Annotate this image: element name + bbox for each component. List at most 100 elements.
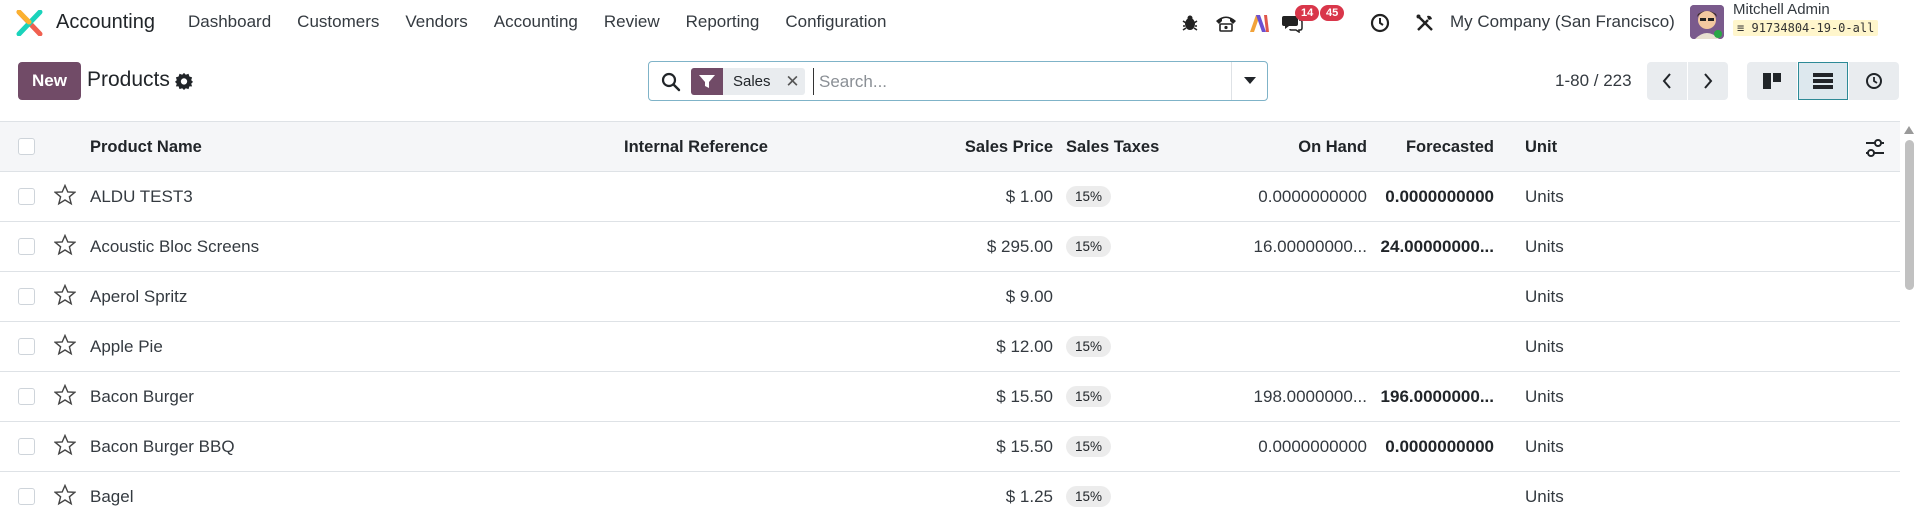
column-header-unit[interactable]: Unit (1525, 138, 1558, 156)
clock-icon (1866, 73, 1882, 89)
company-switcher[interactable]: My Company (San Francisco) (1450, 12, 1675, 31)
menu-item-dashboard[interactable]: Dashboard (188, 12, 272, 31)
cell-product-name: Bacon Burger (90, 387, 194, 406)
table-row[interactable]: Apple Pie $ 12.00 15% Units (0, 322, 1900, 372)
scroll-up-arrow-icon[interactable] (1904, 126, 1914, 134)
cell-unit: Units (1525, 487, 1564, 506)
cell-on-hand: 0.0000000000 (1258, 187, 1367, 206)
cell-tax-badge: 15% (1066, 236, 1112, 257)
table-row[interactable]: ALDU TEST3 $ 1.00 15% 0.0000000000 0.000… (0, 172, 1900, 222)
view-activity-button[interactable] (1849, 62, 1899, 100)
search-options-toggle[interactable] (1231, 62, 1267, 100)
favorite-star-icon[interactable] (54, 234, 76, 256)
facet-label: Sales (733, 73, 771, 90)
table-row[interactable]: Bagel $ 1.25 15% Units (0, 472, 1900, 515)
cell-forecasted: 196.0000000... (1380, 387, 1494, 406)
favorite-star-icon[interactable] (54, 334, 76, 356)
cell-sales-price: $ 15.50 (996, 387, 1053, 406)
search-facet-sales: Sales ✕ (691, 68, 805, 95)
favorite-star-icon[interactable] (54, 184, 76, 206)
list-scrollbar[interactable] (1903, 126, 1915, 515)
cell-tax-badge: 15% (1066, 436, 1112, 457)
cell-forecasted: 24.00000000... (1380, 237, 1494, 256)
column-header-sales-price[interactable]: Sales Price (964, 138, 1053, 156)
cell-tax-badge: 15% (1066, 186, 1112, 207)
view-kanban-button[interactable] (1747, 62, 1797, 100)
ai-assistant-icon[interactable] (1244, 8, 1274, 38)
column-header-internal-reference[interactable]: Internal Reference (624, 138, 768, 156)
row-checkbox[interactable] (18, 288, 35, 305)
favorite-star-icon[interactable] (54, 284, 76, 306)
filter-icon (691, 68, 723, 95)
menu-item-reporting[interactable]: Reporting (685, 12, 760, 31)
cell-product-name: Acoustic Bloc Screens (90, 237, 260, 256)
table-row[interactable]: Acoustic Bloc Screens $ 295.00 15% 16.00… (0, 222, 1900, 272)
row-checkbox[interactable] (18, 238, 35, 255)
row-checkbox[interactable] (18, 388, 35, 405)
table-row[interactable]: Bacon Burger BBQ $ 15.50 15% 0.000000000… (0, 422, 1900, 472)
new-button[interactable]: New (18, 62, 81, 100)
scroll-thumb[interactable] (1905, 140, 1914, 290)
cell-sales-price: $ 9.00 (1005, 287, 1053, 306)
row-checkbox[interactable] (18, 188, 35, 205)
favorite-star-icon[interactable] (54, 434, 76, 456)
table-row[interactable]: Aperol Spritz $ 9.00 Units (0, 272, 1900, 322)
view-list-button[interactable] (1798, 62, 1848, 100)
cell-product-name: Apple Pie (90, 337, 163, 356)
tools-settings-icon[interactable] (1410, 8, 1440, 38)
cell-unit: Units (1525, 337, 1564, 356)
messages-count-badge: 14 (1295, 5, 1320, 21)
favorite-star-icon[interactable] (54, 484, 76, 506)
caret-down-icon (1243, 77, 1256, 84)
select-all-checkbox[interactable] (18, 138, 35, 155)
menu-item-customers[interactable]: Customers (297, 12, 380, 31)
optional-columns-sliders-icon[interactable] (1865, 138, 1885, 158)
column-header-sales-taxes[interactable]: Sales Taxes (1066, 138, 1160, 156)
pager-next-button[interactable] (1688, 62, 1728, 100)
user-name[interactable]: Mitchell Admin (1733, 1, 1830, 18)
page-title: Products (87, 68, 170, 91)
debug-bug-icon[interactable] (1175, 8, 1205, 38)
activities-count-badge: 45 (1320, 5, 1345, 21)
cell-sales-price: $ 295.00 (986, 237, 1053, 256)
cell-tax-badge: 15% (1066, 486, 1112, 507)
menu-item-accounting[interactable]: Accounting (493, 12, 578, 31)
column-header-product-name[interactable]: Product Name (90, 138, 202, 156)
menu-item-review[interactable]: Review (603, 12, 660, 31)
user-avatar[interactable] (1690, 5, 1724, 39)
cell-sales-price: $ 1.25 (1005, 487, 1053, 506)
facet-remove-close-icon[interactable]: ✕ (785, 71, 800, 91)
list-icon (1813, 73, 1833, 89)
row-checkbox[interactable] (18, 438, 35, 455)
search-input[interactable] (813, 68, 1213, 95)
table-row[interactable]: Bacon Burger $ 15.50 15% 198.0000000... … (0, 372, 1900, 422)
cell-product-name: Aperol Spritz (90, 287, 188, 306)
messages-chat-icon[interactable]: 14 (1277, 5, 1320, 38)
cell-forecasted: 0.0000000000 (1385, 437, 1494, 456)
main-menu: Dashboard Customers Vendors Accounting R… (188, 12, 899, 32)
column-header-forecasted[interactable]: Forecasted (1405, 138, 1494, 156)
cell-tax-badge: 15% (1066, 386, 1112, 407)
pager-value[interactable]: 1-80 / 223 (1555, 71, 1632, 90)
search-icon[interactable] (661, 72, 681, 92)
activities-clock-icon[interactable]: 45 (1320, 5, 1395, 38)
accounting-app-logo-icon[interactable] (16, 10, 43, 36)
cell-unit: Units (1525, 437, 1564, 456)
cell-product-name: Bagel (90, 487, 134, 506)
app-name[interactable]: Accounting (56, 11, 155, 33)
row-checkbox[interactable] (18, 338, 35, 355)
menu-item-vendors[interactable]: Vendors (405, 12, 468, 31)
menu-item-configuration[interactable]: Configuration (785, 12, 887, 31)
favorite-star-icon[interactable] (54, 384, 76, 406)
column-header-on-hand[interactable]: On Hand (1298, 138, 1367, 156)
pager-previous-button[interactable] (1647, 62, 1687, 100)
cell-sales-price: $ 1.00 (1005, 187, 1053, 206)
voip-phone-icon[interactable] (1211, 8, 1241, 38)
cell-unit: Units (1525, 387, 1564, 406)
cell-on-hand: 198.0000000... (1253, 387, 1367, 406)
database-name-badge: ≡ 91734804-19-0-all (1733, 20, 1879, 36)
cell-unit: Units (1525, 187, 1564, 206)
row-checkbox[interactable] (18, 488, 35, 505)
cell-unit: Units (1525, 237, 1564, 256)
gear-icon[interactable] (175, 72, 193, 90)
